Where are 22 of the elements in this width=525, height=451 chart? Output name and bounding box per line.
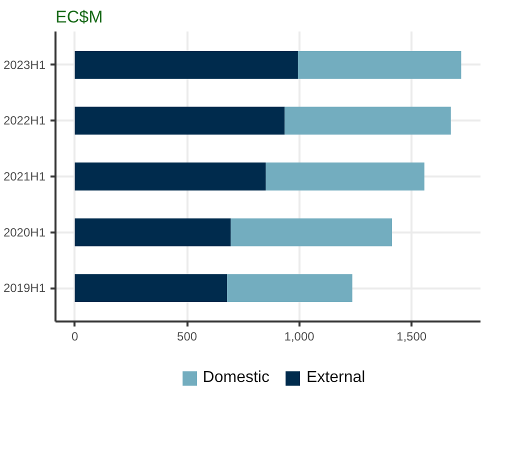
y-tick-label: 2021H1 [3,170,46,184]
x-tick-label: 1,000 [284,330,315,344]
bar [74,162,266,190]
y-tick-label: 2020H1 [3,225,46,240]
legend-label: Domestic [202,369,270,387]
bar [298,51,462,79]
x-tick-label: 0 [71,330,78,344]
bar [74,51,298,79]
legend-label: External [306,369,366,387]
x-tick-label: 500 [177,330,198,344]
bar [266,162,424,190]
bar [227,274,352,302]
bar [230,218,392,246]
y-tick-label: 2023H1 [3,58,46,72]
bar [74,106,285,135]
bar [284,106,451,135]
x-tick-label: 1,500 [396,330,427,344]
chart-title: EC$M [56,8,103,26]
bar [74,218,231,246]
y-tick-label: 2019H1 [3,281,46,296]
y-tick-label: 2022H1 [3,114,46,128]
bar [74,274,228,302]
